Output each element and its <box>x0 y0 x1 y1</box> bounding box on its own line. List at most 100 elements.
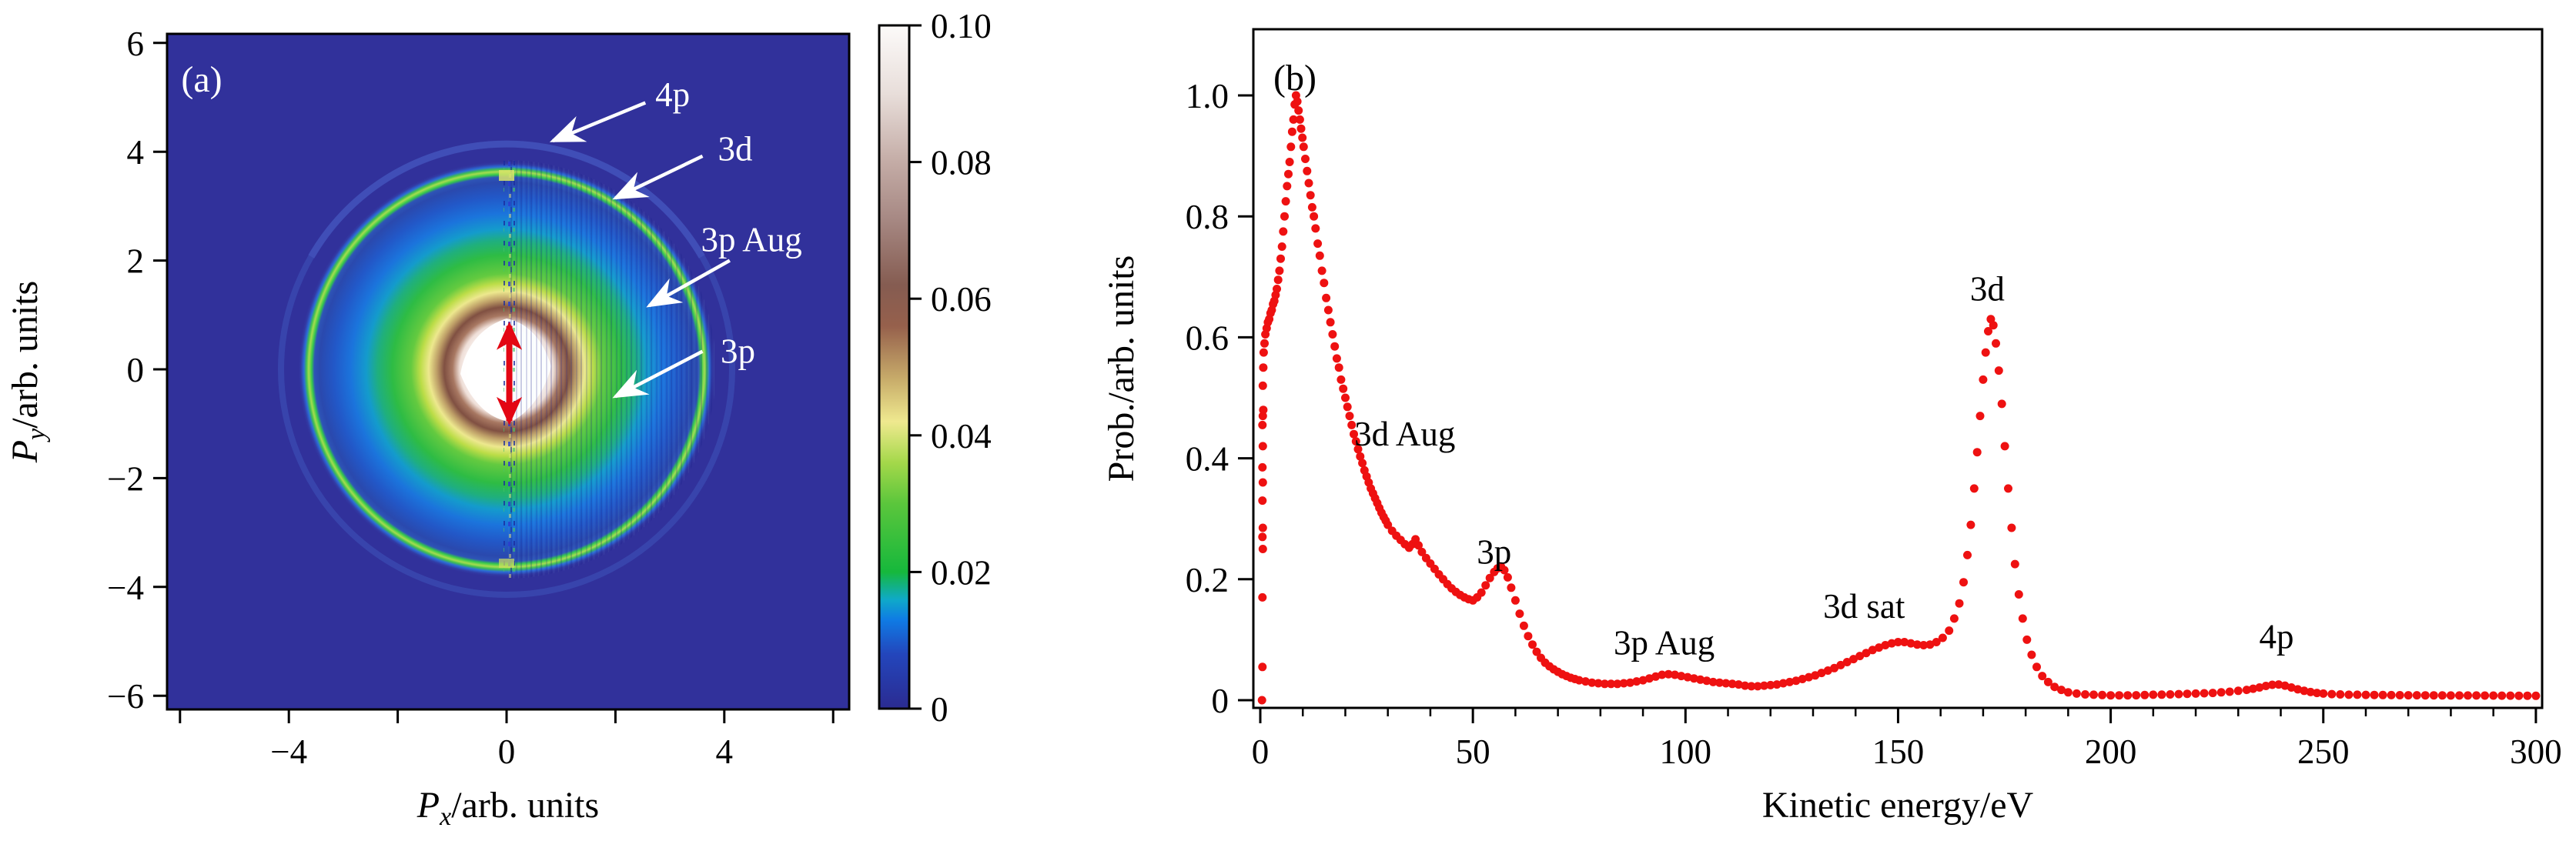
panel-b: 3d Aug 3p 3p Aug 3d sat 3d 4p (b) 0 50 100 150 20… <box>1101 28 2562 826</box>
y-tick-label-a: −2 <box>107 459 144 498</box>
data-point <box>2242 686 2251 695</box>
data-point <box>2225 687 2234 696</box>
data-point <box>1310 212 1319 221</box>
data-point <box>1989 321 1998 330</box>
data-point <box>1328 330 1337 339</box>
data-point <box>2216 688 2226 697</box>
peak-label-3d-aug: 3d Aug <box>1354 415 1455 453</box>
peak-label-3p-aug: 3p Aug <box>1614 623 1715 662</box>
data-point <box>1671 670 1679 679</box>
data-point <box>1258 532 1267 542</box>
label-3d: 3d <box>718 130 752 169</box>
data-point <box>1353 445 1363 454</box>
data-point <box>1339 384 1348 393</box>
colorbar-ticks: 0.10 0.08 0.06 0.04 0.02 0 <box>909 7 992 729</box>
x-tick-label-a: −4 <box>270 733 307 771</box>
data-point <box>1830 663 1839 672</box>
arrow-4p <box>549 101 647 143</box>
ring-4p-top-arc <box>308 140 705 259</box>
peak-label-3d: 3d <box>1970 270 2005 309</box>
data-point <box>1849 655 1858 664</box>
data-point <box>2514 691 2524 700</box>
data-point <box>1258 420 1267 429</box>
data-point <box>1273 275 1283 285</box>
panel-b-yaxis-label: Prob./arb. units <box>1101 255 1142 482</box>
data-point <box>2313 689 2321 698</box>
data-point <box>1284 169 1293 179</box>
data-point <box>1823 666 1832 675</box>
data-point <box>1257 696 1266 705</box>
data-point <box>2191 689 2200 698</box>
panel-a-ticks: −4 0 4 6 4 2 0 −2 −4 −6 <box>107 25 835 771</box>
data-point <box>1281 197 1290 206</box>
data-point <box>1664 669 1673 679</box>
x-tick-label-a: 0 <box>498 733 516 771</box>
data-point <box>1307 202 1316 212</box>
data-point <box>1524 632 1533 641</box>
colorbar: 0.10 0.08 0.06 0.04 0.02 0 <box>878 7 992 729</box>
data-point <box>2057 686 2066 695</box>
data-point <box>1798 675 1807 683</box>
panel-a-xaxis-label: Px/arb. units <box>417 785 599 831</box>
data-point <box>1581 677 1590 686</box>
data-point <box>2437 691 2447 700</box>
data-point <box>1791 676 1801 686</box>
data-point <box>2293 685 2303 694</box>
data-point <box>2018 614 2027 623</box>
data-point <box>1677 672 1686 681</box>
data-point <box>1519 621 1528 630</box>
data-point <box>1326 318 1335 327</box>
data-point <box>2174 689 2183 699</box>
data-point <box>2344 690 2354 699</box>
data-point <box>1283 182 1292 191</box>
x-tick-label-b: 0 <box>1252 733 1270 771</box>
panel-a-letter: (a) <box>181 59 222 100</box>
colorbar-tick-label: 0.06 <box>931 280 992 319</box>
data-point <box>2353 690 2362 699</box>
data-point <box>1836 660 1845 669</box>
data-point <box>1979 375 1988 384</box>
data-point <box>1702 676 1711 686</box>
data-point <box>1868 646 1877 655</box>
y-tick-label-b: 1.0 <box>1186 77 1229 115</box>
data-point <box>1299 142 1308 152</box>
data-point <box>2274 680 2283 689</box>
arrow-3d <box>612 154 704 200</box>
data-point <box>1510 596 1520 605</box>
data-point <box>1260 339 1269 348</box>
panel-a-frame <box>166 32 851 711</box>
data-point <box>1280 212 1289 221</box>
y-tick-label-a: 0 <box>127 351 145 389</box>
data-point <box>2261 682 2270 690</box>
data-point <box>1259 405 1268 415</box>
data-point <box>2361 690 2370 699</box>
colorbar-tick-label: 0.08 <box>931 144 992 182</box>
data-point <box>2370 690 2379 699</box>
data-point <box>1972 448 1982 457</box>
data-point <box>1286 142 1296 152</box>
data-point <box>2472 691 2481 700</box>
data-point <box>1259 348 1268 357</box>
data-point <box>1651 672 1661 681</box>
data-point <box>2032 662 2041 672</box>
peak-label-3d-sat: 3d sat <box>1823 587 1905 626</box>
data-point <box>1301 155 1310 163</box>
data-point <box>2106 691 2116 700</box>
data-point <box>2446 691 2455 700</box>
data-point <box>2081 690 2089 699</box>
data-point <box>1258 496 1267 506</box>
data-point <box>2140 690 2149 699</box>
data-point <box>1258 545 1267 553</box>
arrow-3p <box>612 349 704 399</box>
data-point <box>1715 678 1724 687</box>
x-tick-label-a: 4 <box>716 733 734 771</box>
y-tick-label-b: 0.4 <box>1186 440 1229 479</box>
data-point <box>1949 614 1959 623</box>
data-point <box>1330 342 1340 351</box>
data-point <box>2089 690 2098 699</box>
data-point <box>1778 679 1788 688</box>
data-point <box>1258 592 1267 602</box>
data-point <box>1315 251 1324 260</box>
data-point <box>1258 523 1267 532</box>
